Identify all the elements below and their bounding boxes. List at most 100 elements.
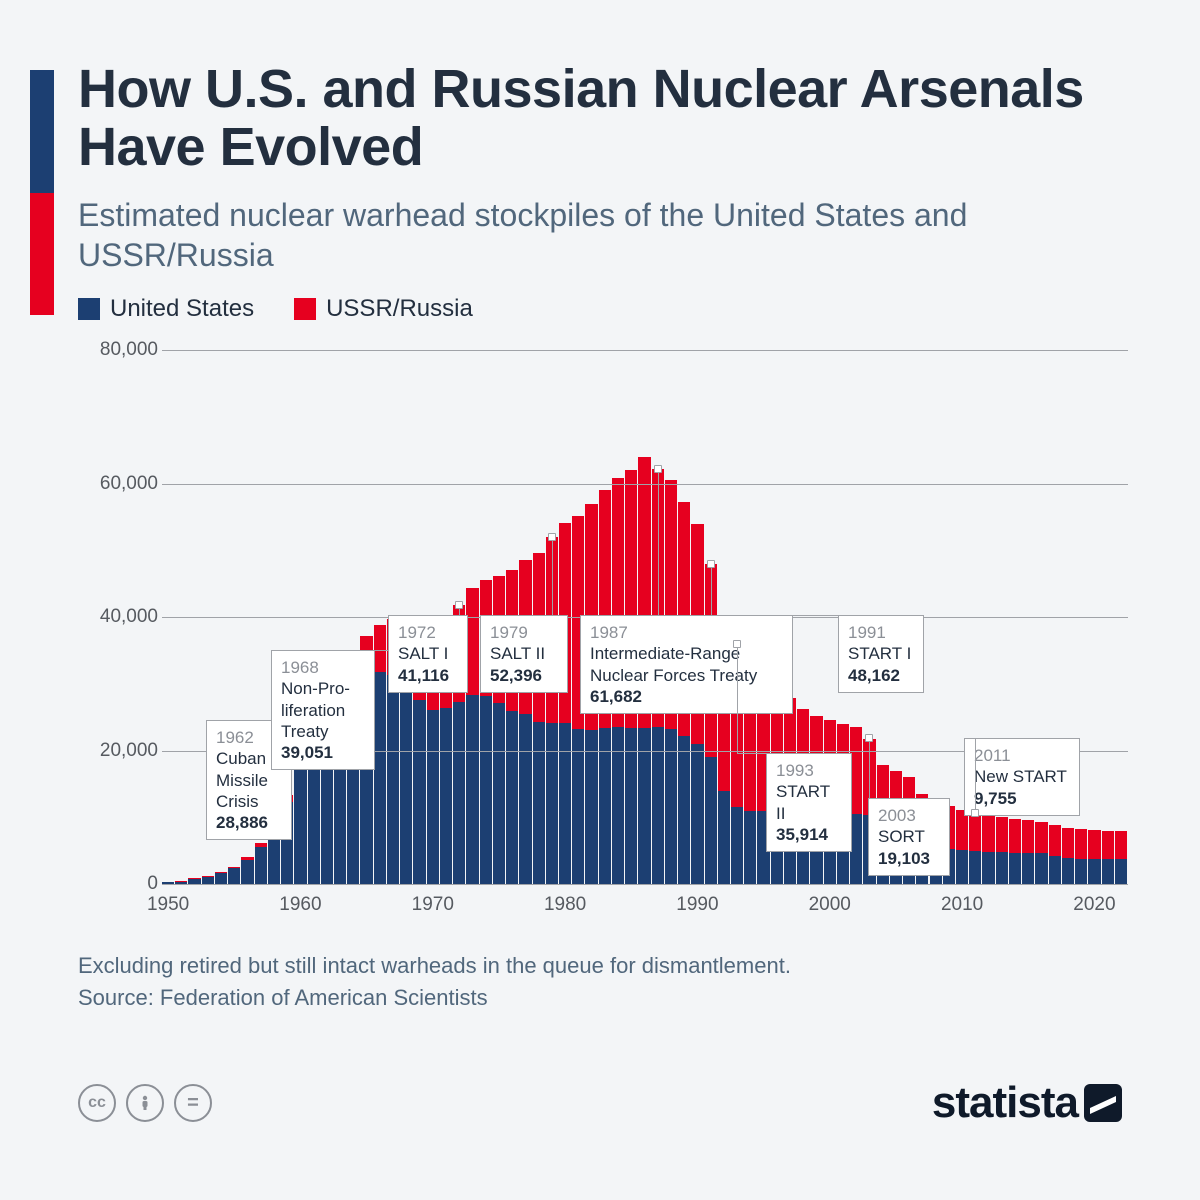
callout-label: SORT (878, 826, 940, 847)
bar-ru (996, 817, 1008, 852)
bar-us (718, 791, 730, 884)
callout-anchor (865, 734, 873, 742)
legend-item-us: United States (78, 295, 254, 323)
bar-us (241, 860, 253, 884)
callout-anchor (707, 560, 715, 568)
callout: 1972SALT I41,116 (388, 615, 468, 693)
page-subtitle: Estimated nuclear warhead stockpiles of … (78, 195, 1138, 275)
footnote: Excluding retired but still intact warhe… (78, 950, 1138, 982)
bar-us (268, 835, 280, 884)
callout: 1993START II35,914 (766, 753, 852, 852)
bar-us (1035, 853, 1047, 884)
bar-ru (241, 857, 253, 860)
callout: 1991START I48,162 (838, 615, 924, 693)
bar-ru (956, 810, 968, 850)
bar-us (1102, 859, 1114, 884)
bar-ru (1062, 828, 1074, 858)
callout-leader (737, 644, 738, 753)
bar-us (1049, 856, 1061, 884)
callout-leader (711, 615, 838, 616)
bar-us (731, 807, 743, 884)
band-ru (30, 193, 54, 316)
bar-us (559, 723, 571, 884)
y-tick: 20,000 (78, 741, 158, 761)
bar-us (599, 728, 611, 884)
callout-value: 28,886 (216, 812, 282, 833)
bar-us (374, 672, 386, 884)
bar-us (400, 686, 412, 884)
bar-ru (1102, 831, 1114, 859)
callout-anchor (548, 533, 556, 541)
callout-year: 1993 (776, 760, 842, 781)
callout-leader (737, 753, 766, 754)
nd-icon: = (174, 1084, 212, 1122)
callout-anchor (733, 640, 741, 648)
bar-us (506, 711, 518, 884)
callout-label: New START (974, 766, 1070, 787)
callout-anchor (971, 809, 979, 817)
bar-us (1022, 853, 1034, 884)
callout-year: 1987 (590, 622, 783, 643)
bar-us (1062, 858, 1074, 884)
bar-us (228, 868, 240, 884)
band-us (30, 70, 54, 193)
callout-anchor (654, 465, 662, 473)
bar-ru (374, 625, 386, 672)
bar-us (982, 852, 994, 884)
brand-mark-icon (1084, 1084, 1122, 1122)
bar-us (996, 852, 1008, 884)
bar-us (638, 728, 650, 884)
y-gridline (162, 484, 1128, 485)
bar-ru (1035, 822, 1047, 853)
callout-anchor (455, 601, 463, 609)
x-tick: 1970 (403, 890, 463, 920)
callout-value: 52,396 (490, 665, 558, 686)
cc-icon: cc (78, 1084, 116, 1122)
callout-value: 48,162 (848, 665, 914, 686)
callout-label: SALT I (398, 643, 458, 664)
bar-ru (969, 813, 981, 851)
bar-ru (1088, 830, 1100, 859)
callout-year: 1968 (281, 657, 365, 678)
x-tick: 2010 (932, 890, 992, 920)
brand-text: statista (932, 1078, 1078, 1128)
bar-us (453, 702, 465, 884)
callout-year: 1979 (490, 622, 558, 643)
bar-us (1115, 859, 1127, 884)
source: Source: Federation of American Scientist… (78, 982, 1138, 1014)
bar-us (215, 873, 227, 884)
page-title: How U.S. and Russian Nuclear Arsenals Ha… (78, 60, 1138, 177)
legend-item-ru: USSR/Russia (294, 295, 473, 323)
y-tick: 60,000 (78, 474, 158, 494)
callout: 1968Non-Pro-liferationTreaty39,051 (271, 650, 375, 770)
callout: 1979SALT II52,396 (480, 615, 568, 693)
x-tick: 1990 (667, 890, 727, 920)
cc-license: cc = (78, 1084, 212, 1122)
bar-us (202, 877, 214, 884)
bar-us (533, 722, 545, 884)
swatch-ru (294, 298, 316, 320)
bar-us (480, 696, 492, 884)
bar-us (466, 695, 478, 884)
callout-value: 41,116 (398, 665, 458, 686)
callout-leader (711, 564, 712, 615)
bar-us (744, 811, 756, 884)
bar-us (255, 847, 267, 884)
callout-label: SALT II (490, 643, 558, 664)
bar-ru (228, 867, 240, 868)
bar-us (585, 730, 597, 884)
bar-us (387, 675, 399, 884)
callout-leader (658, 469, 659, 615)
legend-label-us: United States (110, 295, 254, 323)
y-gridline (162, 884, 1128, 885)
bar-ru (1075, 829, 1087, 858)
stacked-bar-chart: 020,00040,00060,00080,000195019601970198… (78, 340, 1138, 920)
bar-us (665, 729, 677, 884)
bar-ru (1049, 825, 1061, 856)
x-tick: 1950 (138, 890, 198, 920)
callout-label: START I (848, 643, 914, 664)
callout-year: 2011 (974, 745, 1070, 766)
callout-year: 2003 (878, 805, 940, 826)
callout-label: START II (776, 781, 842, 824)
x-tick: 1980 (535, 890, 595, 920)
